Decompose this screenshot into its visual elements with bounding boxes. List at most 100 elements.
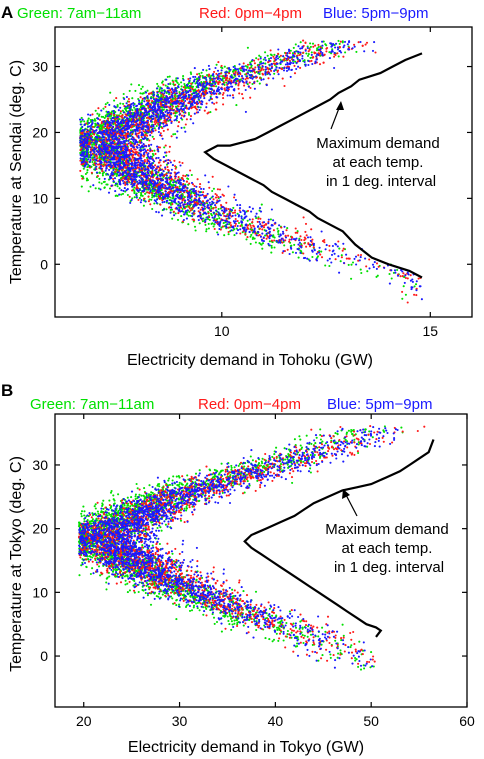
data-point: [169, 211, 172, 214]
data-point: [226, 94, 229, 97]
data-point: [321, 44, 324, 47]
data-point: [141, 92, 144, 95]
data-point: [248, 218, 251, 221]
panel-a-label: A: [1, 3, 13, 22]
data-point: [175, 136, 178, 139]
data-point: [249, 235, 252, 238]
data-point: [184, 130, 187, 133]
data-point: [133, 128, 136, 131]
data-point: [219, 72, 222, 75]
data-point: [251, 82, 254, 86]
data-point: [187, 77, 190, 81]
data-point: [309, 239, 312, 242]
data-point: [340, 254, 343, 257]
data-point: [79, 157, 82, 160]
data-point: [239, 224, 242, 228]
data-point: [401, 290, 404, 293]
data-point: [125, 95, 128, 99]
data-point: [133, 196, 136, 199]
data-point: [187, 223, 190, 226]
data-point: [212, 198, 215, 201]
data-point: [161, 127, 164, 130]
data-point: [368, 267, 371, 270]
data-point: [239, 228, 242, 231]
data-point: [199, 208, 202, 211]
data-point: [103, 186, 106, 189]
data-point: [357, 41, 360, 44]
data-point: [134, 148, 137, 151]
data-point: [80, 116, 83, 119]
data-point: [126, 104, 129, 107]
data-point: [167, 169, 170, 172]
data-point: [124, 190, 127, 193]
data-point: [128, 195, 131, 198]
data-point: [125, 102, 128, 105]
data-point: [299, 66, 302, 69]
data-point: [256, 220, 259, 223]
data-point: [254, 66, 257, 69]
data-point: [89, 150, 92, 153]
data-point: [375, 262, 379, 265]
data-point: [163, 146, 166, 149]
data-point: [206, 74, 209, 77]
data-point: [166, 90, 169, 93]
data-point: [258, 242, 261, 245]
data-point: [138, 175, 141, 178]
data-point: [151, 118, 154, 121]
data-point: [291, 251, 294, 254]
data-point: [225, 71, 229, 74]
data-point: [185, 211, 189, 214]
data-point: [80, 185, 83, 188]
data-point: [156, 82, 159, 85]
data-point: [133, 170, 136, 173]
data-point: [85, 132, 88, 136]
data-point: [133, 192, 136, 195]
data-point: [98, 118, 102, 121]
data-point: [388, 282, 391, 285]
data-point: [165, 201, 168, 204]
data-point: [372, 266, 375, 269]
data-point: [138, 139, 141, 142]
data-point: [177, 181, 180, 185]
data-point: [329, 42, 332, 45]
data-point: [167, 119, 170, 122]
data-point: [334, 53, 337, 57]
data-point: [300, 246, 303, 249]
data-point: [123, 137, 126, 140]
data-point: [371, 49, 375, 52]
data-point: [106, 183, 109, 186]
data-point: [291, 52, 294, 55]
data-point: [359, 268, 362, 271]
data-point: [303, 59, 306, 62]
panel-a-points: [79, 39, 423, 304]
data-point: [216, 188, 219, 191]
data-point: [130, 147, 133, 150]
data-point: [198, 203, 201, 206]
data-point: [91, 143, 94, 146]
data-point: [264, 65, 267, 68]
data-point: [198, 72, 201, 75]
data-point: [242, 62, 245, 65]
data-point: [187, 214, 190, 217]
data-point: [128, 154, 131, 157]
data-point: [401, 297, 404, 300]
data-point: [166, 165, 169, 169]
data-point: [93, 146, 96, 149]
data-point: [113, 177, 117, 180]
data-point: [227, 185, 230, 188]
data-point: [95, 153, 98, 156]
data-point: [222, 103, 225, 106]
data-point: [80, 135, 83, 138]
data-point: [169, 161, 172, 164]
data-point: [237, 87, 240, 90]
data-point: [150, 92, 153, 95]
data-point: [137, 198, 140, 201]
data-point: [331, 250, 334, 253]
data-point: [286, 227, 289, 230]
data-point: [190, 188, 193, 191]
data-point: [157, 130, 160, 134]
data-point: [364, 43, 367, 46]
data-point: [194, 229, 197, 232]
data-point: [187, 91, 190, 94]
